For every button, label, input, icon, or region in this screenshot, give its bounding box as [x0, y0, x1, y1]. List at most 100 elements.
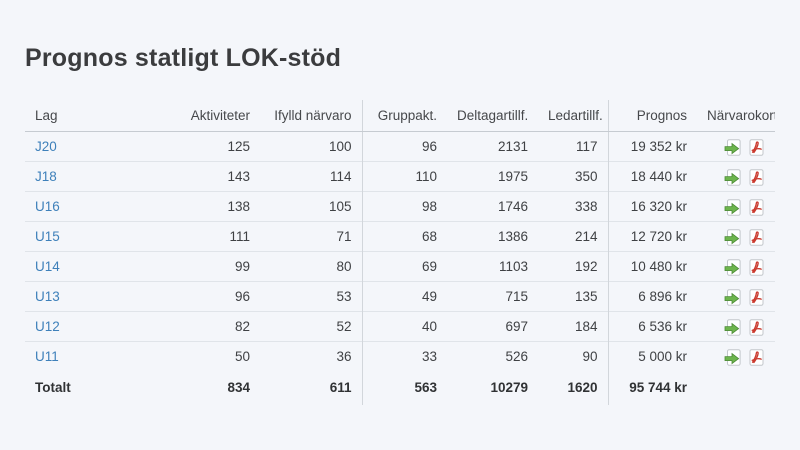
total-prognos: 95 744 kr [607, 371, 697, 405]
cell-narvarokort [697, 251, 775, 282]
col-header-deltagartillf: Deltagartillf. [447, 100, 538, 132]
page-title: Prognos statligt LOK-stöd [25, 44, 342, 72]
total-narvarokort-empty [697, 371, 775, 405]
attendance-card-export-icon[interactable] [724, 228, 741, 246]
attendance-card-export-icon[interactable] [724, 138, 741, 156]
cell-ifylld-narvaro: 80 [260, 251, 362, 282]
cell-deltagartillf: 2131 [497, 139, 528, 154]
cell-deltagartillf: 715 [447, 281, 538, 312]
cell-ifylld-narvaro: 36 [260, 341, 362, 371]
cell-deltagartillf: 697 [447, 311, 538, 342]
total-aktiviteter: 834 [227, 380, 250, 395]
pdf-icon[interactable] [748, 228, 765, 246]
cell-aktiviteter: 125 [227, 139, 250, 154]
cell-prognos: 5 000 kr [607, 341, 697, 371]
pdf-icon[interactable] [748, 138, 765, 156]
cell-prognos: 6 536 kr [607, 311, 697, 342]
total-gruppakt: 563 [361, 371, 447, 405]
col-header-gruppakt: Gruppakt. [361, 100, 447, 132]
table-row: J18 143 114 110 1975 350 18 440 kr [25, 161, 775, 192]
cell-aktiviteter: 50 [167, 341, 260, 371]
cell-narvarokort [697, 161, 775, 192]
cell-gruppakt: 98 [361, 191, 447, 222]
table-row: U14 99 80 69 1103 192 10 480 kr [25, 251, 775, 282]
col-header-prognos: Prognos [607, 100, 697, 132]
cell-narvarokort [697, 341, 775, 371]
cell-aktiviteter: 99 [167, 251, 260, 282]
attendance-card-export-icon[interactable] [724, 258, 741, 276]
pdf-icon[interactable] [748, 348, 765, 366]
cell-deltagartillf: 1386 [447, 221, 538, 252]
cell-narvarokort [697, 311, 775, 342]
cell-ifylld-narvaro: 53 [260, 281, 362, 312]
cell-aktiviteter: 82 [167, 311, 260, 342]
cell-ledartillf: 338 [538, 191, 608, 222]
team-link[interactable]: U12 [35, 319, 60, 334]
cell-narvarokort [697, 221, 775, 252]
cell-aktiviteter: 143 [167, 161, 260, 192]
cell-prognos: 18 440 kr [607, 161, 697, 192]
total-deltagartillf: 10279 [490, 380, 528, 395]
cell-ledartillf: 117 [575, 139, 598, 154]
cell-prognos: 19 352 kr [607, 131, 697, 162]
cell-ifylld-narvaro: 114 [260, 161, 362, 192]
cell-narvarokort [697, 281, 775, 312]
cell-ledartillf: 192 [538, 251, 608, 282]
table-row: U13 96 53 49 715 135 6 896 kr [25, 281, 775, 312]
pdf-icon[interactable] [748, 318, 765, 336]
pdf-icon[interactable] [748, 258, 765, 276]
team-link[interactable]: J18 [35, 169, 57, 184]
cell-aktiviteter: 96 [167, 281, 260, 312]
table-total-row: Totalt 834 611 563 10279 1620 95 744 kr [25, 371, 775, 405]
table-row: U11 50 36 33 526 90 5 000 kr [25, 341, 775, 371]
table-header-row: Lag Aktiviteter Ifylld närvaro Gruppakt.… [25, 100, 775, 132]
pdf-icon[interactable] [748, 198, 765, 216]
team-link[interactable]: J20 [35, 139, 57, 154]
pdf-icon[interactable] [748, 168, 765, 186]
cell-deltagartillf: 1103 [447, 251, 538, 282]
cell-gruppakt: 69 [361, 251, 447, 282]
cell-prognos: 12 720 kr [607, 221, 697, 252]
pdf-icon[interactable] [748, 288, 765, 306]
attendance-card-export-icon[interactable] [724, 168, 741, 186]
cell-gruppakt: 96 [361, 131, 447, 162]
col-header-ifylld-narvaro: Ifylld närvaro [260, 100, 362, 132]
cell-narvarokort [697, 132, 775, 162]
cell-gruppakt: 68 [361, 221, 447, 252]
cell-gruppakt: 40 [361, 311, 447, 342]
team-link[interactable]: U13 [35, 289, 60, 304]
cell-aktiviteter: 111 [167, 221, 260, 252]
cell-ifylld-narvaro: 71 [260, 221, 362, 252]
cell-gruppakt: 33 [361, 341, 447, 371]
cell-gruppakt: 49 [361, 281, 447, 312]
cell-ledartillf: 135 [538, 281, 608, 312]
attendance-card-export-icon[interactable] [724, 318, 741, 336]
attendance-card-export-icon[interactable] [724, 198, 741, 216]
cell-gruppakt: 110 [361, 161, 447, 192]
attendance-card-export-icon[interactable] [724, 288, 741, 306]
col-header-aktiviteter: Aktiviteter [167, 100, 260, 132]
team-link[interactable]: U14 [35, 259, 60, 274]
total-ledartillf: 1620 [567, 380, 598, 395]
table-row: U15 111 71 68 1386 214 12 720 kr [25, 221, 775, 252]
cell-prognos: 6 896 kr [607, 281, 697, 312]
table-row: U16 138 105 98 1746 338 16 320 kr [25, 191, 775, 222]
cell-ifylld-narvaro: 52 [260, 311, 362, 342]
cell-ifylld-narvaro: 100 [328, 139, 352, 154]
cell-prognos: 10 480 kr [607, 251, 697, 282]
col-header-lag: Lag [25, 100, 167, 132]
team-link[interactable]: U11 [35, 349, 59, 364]
cell-ledartillf: 90 [538, 341, 608, 371]
total-label: Totalt [35, 380, 71, 395]
cell-narvarokort [697, 191, 775, 222]
lok-forecast-table: Lag Aktiviteter Ifylld närvaro Gruppakt.… [25, 100, 775, 405]
cell-prognos: 16 320 kr [607, 191, 697, 222]
cell-deltagartillf: 1975 [447, 161, 538, 192]
cell-ledartillf: 214 [538, 221, 608, 252]
team-link[interactable]: U15 [35, 229, 60, 244]
cell-ledartillf: 350 [538, 161, 608, 192]
attendance-card-export-icon[interactable] [724, 348, 741, 366]
team-link[interactable]: U16 [35, 199, 60, 214]
cell-aktiviteter: 138 [167, 191, 260, 222]
